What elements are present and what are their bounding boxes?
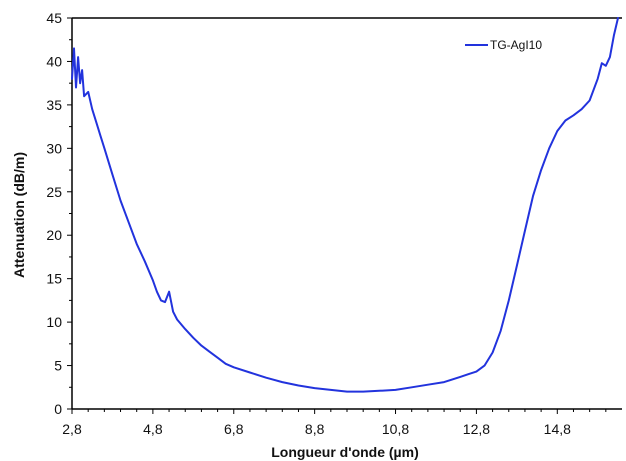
- x-tick-label: 14,8: [544, 421, 571, 437]
- y-tick-label: 35: [46, 97, 62, 113]
- y-tick-label: 5: [54, 358, 62, 374]
- x-tick-label: 2,8: [62, 421, 82, 437]
- x-axis-title: Longueur d'onde (µm): [271, 444, 419, 460]
- y-axis-title: Attenuation (dB/m): [11, 152, 27, 278]
- series-layer: [71, 17, 619, 393]
- x-tick-label: 4,8: [143, 421, 163, 437]
- y-tick-label: 25: [46, 184, 62, 200]
- x-tick-label: 12,8: [463, 421, 490, 437]
- legend-label: TG-AgI10: [490, 38, 542, 52]
- plot-area: [72, 17, 622, 409]
- x-tick-label: 6,8: [224, 421, 244, 437]
- y-tick-label: 15: [46, 271, 62, 287]
- axes: 0 5 10 15 20 25 30 35 40 45 2,8 4,8 6,8 8,8 10,8 12,8 14…: [46, 10, 622, 437]
- y-tick-label: 10: [46, 314, 62, 330]
- x-tick-label: 10,8: [382, 421, 409, 437]
- y-tick-label: 30: [46, 140, 62, 156]
- y-tick-label: 0: [54, 401, 62, 417]
- series-line-0: [71, 17, 619, 393]
- y-tick-label: 40: [46, 53, 62, 69]
- plot-background: [72, 18, 622, 409]
- y-tick-label: 45: [46, 10, 62, 26]
- x-tick-label: 8,8: [305, 421, 325, 437]
- y-tick-label: 20: [46, 227, 62, 243]
- legend: TG-AgI10: [465, 38, 542, 52]
